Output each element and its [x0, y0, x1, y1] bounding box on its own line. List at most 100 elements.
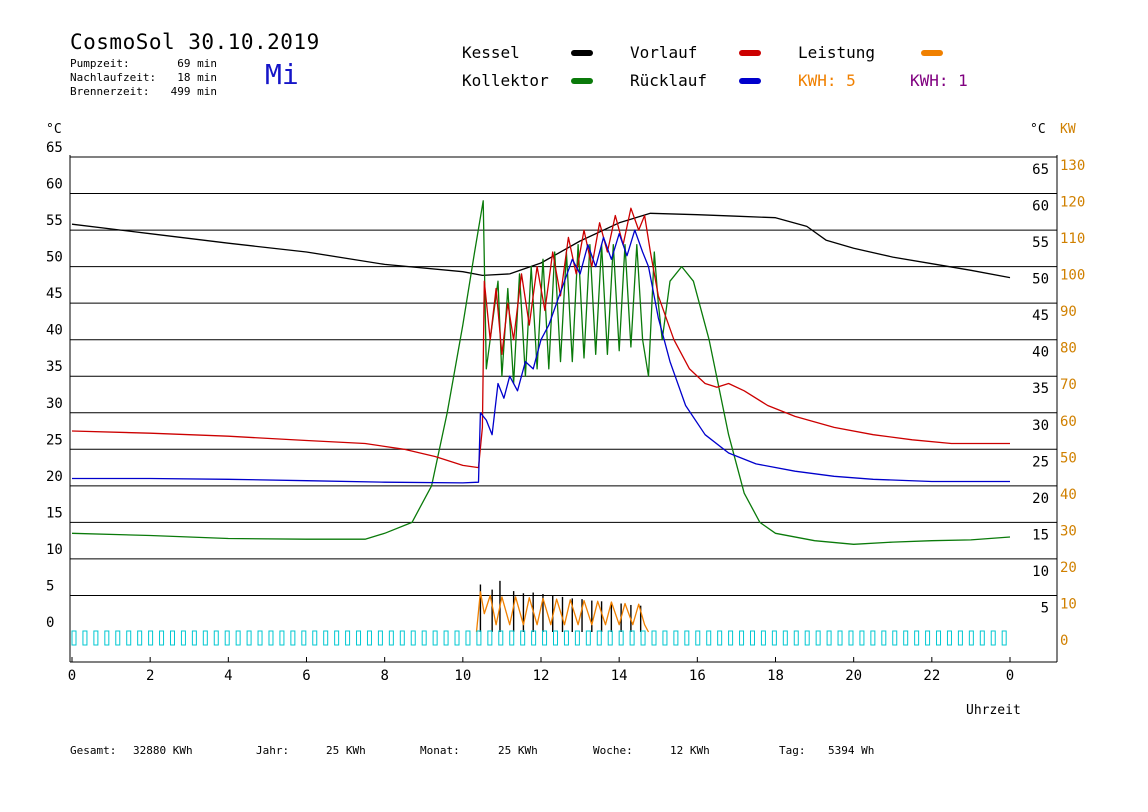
x-tick-label: 16 [689, 668, 706, 684]
pump-marker [870, 630, 876, 646]
pump-marker [1001, 630, 1007, 646]
legend-kessel-label: Kessel [462, 43, 520, 62]
stat-nachlaufzeit-value: 18 min [177, 71, 217, 84]
y-left-tick-label: 65 [46, 140, 63, 156]
y-right-c-tick-label: 65 [1032, 162, 1049, 178]
pump-marker [673, 630, 679, 646]
pump-marker [629, 630, 635, 646]
pump-marker [651, 630, 657, 646]
pump-marker [454, 630, 460, 646]
pump-marker [399, 630, 405, 646]
pump-marker [82, 630, 88, 646]
pump-marker [487, 630, 493, 646]
pump-marker [93, 630, 99, 646]
y-right-kw-tick-label: 100 [1060, 268, 1085, 284]
legend-leistung-label: Leistung [798, 43, 876, 62]
pump-marker [903, 630, 909, 646]
pump-marker [421, 630, 427, 646]
pump-marker [323, 630, 329, 646]
pump-marker [859, 630, 865, 646]
pump-marker [290, 630, 296, 646]
y-left-tick-label: 20 [46, 469, 63, 485]
footer-woche-value: 12 KWh [670, 744, 710, 757]
pump-marker [213, 630, 219, 646]
stat-pumpzeit-label: Pumpzeit: [70, 57, 130, 70]
footer-tag-label: Tag: [779, 744, 806, 757]
y-right-c-tick-label: 5 [1041, 600, 1049, 616]
y-right-c-tick-label: 35 [1032, 381, 1049, 397]
x-tick-label: 20 [845, 668, 862, 684]
x-tick-label: 18 [767, 668, 784, 684]
pump-marker [607, 630, 613, 646]
pump-marker [71, 630, 77, 646]
pump-marker [235, 630, 241, 646]
pump-marker [957, 630, 963, 646]
x-tick-label: 6 [302, 668, 310, 684]
pump-marker [563, 630, 569, 646]
y-right-c-tick-label: 45 [1032, 308, 1049, 324]
pump-marker [881, 630, 887, 646]
y-right-kw-tick-label: 50 [1060, 450, 1077, 466]
pump-marker [345, 630, 351, 646]
pump-marker [334, 630, 340, 646]
pump-marker [169, 630, 175, 646]
y-right-c-tick-label: 55 [1032, 235, 1049, 251]
pump-marker [990, 630, 996, 646]
pump-marker [804, 630, 810, 646]
y-left-tick-label: 15 [46, 505, 63, 521]
footer-gesamt-value: 32880 KWh [133, 744, 193, 757]
y-right-kw-tick-label: 40 [1060, 487, 1077, 503]
pump-marker [202, 630, 208, 646]
stat-pumpzeit-value: 69 min [177, 57, 217, 70]
footer-woche-label: Woche: [593, 744, 633, 757]
pump-marker [793, 630, 799, 646]
footer-monat-value: 25 KWh [498, 744, 538, 757]
footer-monat-label: Monat: [420, 744, 460, 757]
pump-marker [148, 630, 154, 646]
stat-nachlaufzeit-label: Nachlaufzeit: [70, 71, 157, 84]
y-right-c-tick-label: 10 [1032, 564, 1049, 580]
y-right-unit-c: °C [1030, 122, 1046, 137]
y-right-c-tick-label: 25 [1032, 454, 1049, 470]
pump-marker [946, 630, 952, 646]
pump-marker [312, 630, 318, 646]
pump-marker [684, 630, 690, 646]
legend-kwh1-label: KWH: 5 [798, 71, 856, 90]
pump-marker [815, 630, 821, 646]
pump-marker [388, 630, 394, 646]
chart-title: CosmoSol 30.10.2019 [70, 30, 320, 54]
legend-kwh2-label: KWH: 1 [910, 71, 968, 90]
pump-marker [760, 630, 766, 646]
pump-marker [717, 630, 723, 646]
x-tick-label: 0 [1006, 668, 1014, 684]
y-right-unit-kw: KW [1060, 122, 1076, 137]
y-left-tick-label: 60 [46, 177, 63, 193]
pump-marker [443, 630, 449, 646]
pump-marker [728, 630, 734, 646]
y-right-kw-tick-label: 20 [1060, 560, 1077, 576]
pump-marker [465, 630, 471, 646]
y-left-tick-label: 50 [46, 250, 63, 266]
pump-marker [662, 630, 668, 646]
pump-marker [936, 630, 942, 646]
y-right-c-tick-label: 60 [1032, 199, 1049, 215]
pump-marker [268, 630, 274, 646]
pump-marker [246, 630, 252, 646]
y-right-kw-tick-label: 80 [1060, 341, 1077, 357]
y-right-kw-tick-label: 130 [1060, 158, 1085, 174]
footer-jahr-value: 25 KWh [326, 744, 366, 757]
pump-marker [771, 630, 777, 646]
y-left-tick-label: 40 [46, 323, 63, 339]
pump-marker [257, 630, 263, 646]
y-right-kw-tick-label: 110 [1060, 231, 1085, 247]
y-right-kw-tick-label: 60 [1060, 414, 1077, 430]
y-right-c-tick-label: 20 [1032, 491, 1049, 507]
series-line-rcklauf [72, 229, 1010, 484]
stat-brennerzeit-value: 499 min [170, 85, 217, 98]
pump-marker [640, 630, 646, 646]
pump-marker [180, 630, 186, 646]
pump-marker [356, 630, 362, 646]
pump-marker [749, 630, 755, 646]
pump-marker [377, 630, 383, 646]
